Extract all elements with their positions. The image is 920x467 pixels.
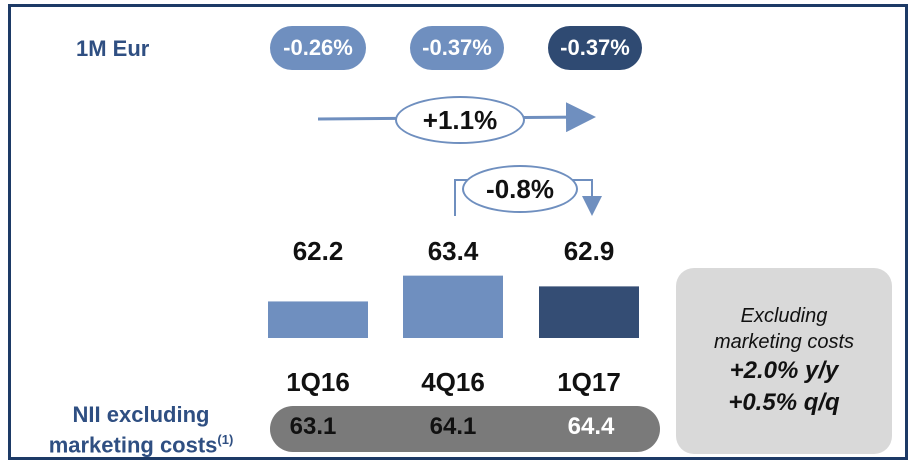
nii-value-1q17: 64.4 xyxy=(567,413,615,440)
callout-line2: marketing costs xyxy=(713,331,855,353)
rate-pill-4q16: -0.37% xyxy=(410,26,504,70)
category-1q16: 1Q16 xyxy=(286,367,350,397)
nii-footnote: (1) xyxy=(217,432,234,447)
category-1q17: 1Q17 xyxy=(557,367,621,397)
bar-value-1q17: 62.9 xyxy=(563,236,615,266)
bar-value-4q16: 63.4 xyxy=(427,236,479,266)
rate-label: 1M Eur xyxy=(76,36,150,61)
nii-value-4q16: 64.1 xyxy=(429,413,477,440)
yoy-change-bubble: +1.1% xyxy=(395,96,525,144)
rate-pill-1q17: -0.37% xyxy=(548,26,642,70)
bar-value-1q16: 62.2 xyxy=(292,236,344,266)
nii-label: NII excluding marketing costs(1) xyxy=(10,402,272,457)
bar-1q16 xyxy=(268,301,368,338)
rate-pill-1q16: -0.26% xyxy=(270,26,366,70)
callout-qoq: +0.5% q/q xyxy=(728,389,840,416)
nii-values-bar xyxy=(270,406,660,452)
category-4q16: 4Q16 xyxy=(421,367,485,397)
bar-4q16 xyxy=(403,275,503,338)
callout-line1: Excluding xyxy=(740,305,828,327)
nii-value-1q16: 63.1 xyxy=(289,413,337,440)
qoq-change-bubble: -0.8% xyxy=(462,165,578,213)
callout-yoy: +2.0% y/y xyxy=(729,357,839,384)
callout-box: Excluding marketing costs +2.0% y/y +0.5… xyxy=(676,268,892,454)
nii-label-line2: marketing costs xyxy=(48,432,218,458)
nii-label-line1: NII excluding xyxy=(72,402,210,427)
bar-1q17 xyxy=(539,286,639,338)
